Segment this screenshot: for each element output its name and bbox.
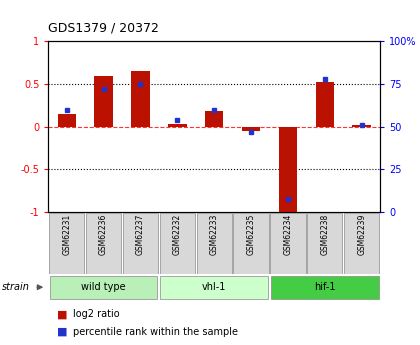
- Bar: [271, 276, 378, 299]
- Bar: [131, 71, 150, 127]
- Text: strain: strain: [2, 282, 30, 292]
- Text: GSM62236: GSM62236: [99, 214, 108, 255]
- Text: GSM62231: GSM62231: [62, 214, 71, 255]
- Bar: [307, 213, 342, 274]
- Bar: [344, 213, 379, 274]
- Bar: [197, 213, 232, 274]
- Text: vhl-1: vhl-1: [202, 282, 226, 292]
- Bar: [86, 213, 121, 274]
- Text: GSM62235: GSM62235: [247, 214, 255, 255]
- Text: log2 ratio: log2 ratio: [73, 309, 119, 319]
- Bar: [160, 276, 268, 299]
- Text: GSM62237: GSM62237: [136, 214, 145, 255]
- Bar: [270, 213, 306, 274]
- Bar: [279, 127, 297, 214]
- Text: GSM62238: GSM62238: [320, 214, 329, 255]
- Bar: [50, 276, 158, 299]
- Bar: [168, 124, 186, 127]
- Bar: [352, 125, 371, 127]
- Text: percentile rank within the sample: percentile rank within the sample: [73, 327, 238, 337]
- Bar: [123, 213, 158, 274]
- Text: GSM62232: GSM62232: [173, 214, 182, 255]
- Bar: [234, 213, 269, 274]
- Bar: [242, 127, 260, 131]
- Text: GSM62233: GSM62233: [210, 214, 219, 255]
- Bar: [58, 114, 76, 127]
- Bar: [94, 76, 113, 127]
- Bar: [315, 82, 334, 127]
- Text: wild type: wild type: [81, 282, 126, 292]
- Text: GSM62234: GSM62234: [284, 214, 292, 255]
- Text: GDS1379 / 20372: GDS1379 / 20372: [48, 21, 159, 34]
- Text: GSM62239: GSM62239: [357, 214, 366, 255]
- Text: ■: ■: [57, 327, 67, 337]
- Bar: [160, 213, 195, 274]
- Text: ■: ■: [57, 309, 67, 319]
- Bar: [205, 111, 223, 127]
- Text: hif-1: hif-1: [314, 282, 336, 292]
- Bar: [49, 213, 84, 274]
